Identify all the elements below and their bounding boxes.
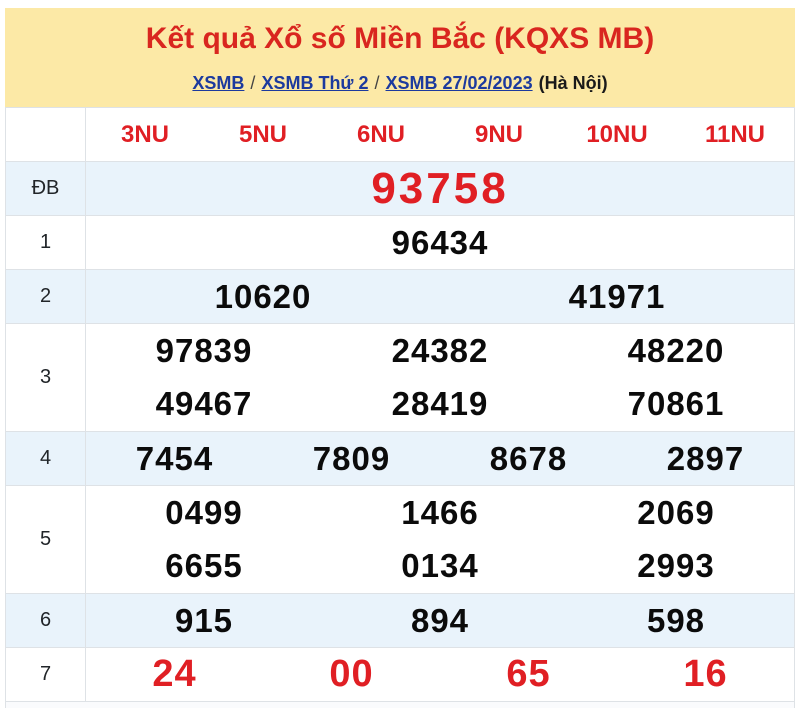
prize-number: 7454	[135, 439, 214, 477]
prize-row-5: 5 0499 1466 2069 6655 0134 2993	[6, 486, 794, 594]
prize-number: 894	[410, 601, 470, 639]
value-line: 96434	[86, 216, 794, 269]
value-line: 915 894 598	[86, 594, 794, 647]
prize-number: 97839	[155, 331, 253, 369]
prize-number: 915	[174, 601, 234, 639]
prize-number: 96434	[391, 223, 489, 261]
prize-number: 10620	[214, 277, 312, 315]
breadcrumb: XSMB / XSMB Thứ 2/XSMB 27/02/2023 (Hà Nội)	[5, 71, 795, 95]
prize-row-đb: ĐB 93758	[6, 162, 794, 216]
value-line: 7454 7809 8678 2897	[86, 432, 794, 485]
prize-row-values: 96434	[86, 216, 794, 269]
column-header-3nu: 3NU	[120, 120, 169, 148]
prize-row-values: 24 00 65 16	[86, 648, 794, 701]
page-title: Kết quả Xổ số Miền Bắc (KQXS MB)	[145, 22, 655, 55]
column-header-11nu: 11NU	[704, 120, 766, 148]
prize-number: 0134	[401, 547, 479, 585]
prize-number: 41971	[568, 277, 666, 315]
prize-number: 24	[152, 653, 197, 695]
prize-number: 7809	[312, 439, 391, 477]
prize-number: 16	[683, 653, 728, 695]
lottery-results-table: 3NU 5NU 6NU 9NU 10NU 11NU ĐB 93758 1 96434 2 10620 4…	[5, 107, 795, 708]
prize-number: 49467	[155, 385, 253, 423]
prize-row-label: 7	[6, 648, 86, 701]
prize-number: 2897	[666, 439, 745, 477]
result-banner: Kết quả Xổ số Miền Bắc (KQXS MB) XSMB / XS…	[5, 8, 795, 107]
prize-row-label: 6	[6, 594, 86, 647]
value-line: 10620 41971	[86, 270, 794, 323]
value-line: 49467 28419 70861	[86, 378, 794, 432]
breadcrumb-location-text: (Hà Nội)	[538, 73, 608, 93]
prize-number: 598	[646, 601, 706, 639]
prize-row-label: 2	[6, 270, 86, 323]
prize-number: 2069	[637, 493, 715, 531]
prize-number: 93758	[371, 163, 509, 213]
prize-row-values: 10620 41971	[86, 270, 794, 323]
prize-number: 28419	[391, 385, 489, 423]
header-label-cell-empty	[6, 108, 86, 161]
breadcrumb-separator: /	[374, 73, 380, 93]
prize-number: 24382	[391, 331, 489, 369]
prize-row-label: ĐB	[6, 162, 86, 215]
prize-row-values: 93758	[86, 162, 794, 215]
prize-row-3: 3 97839 24382 48220 49467 28419 70861	[6, 324, 794, 432]
column-header-6nu: 6NU	[356, 120, 405, 148]
prize-number: 1466	[401, 493, 479, 531]
prize-row-7: 7 24 00 65 16	[6, 648, 794, 702]
prize-number: 2993	[637, 547, 715, 585]
breadcrumb-link-3[interactable]: XSMB 27/02/2023	[385, 73, 533, 93]
prize-row-6: 6 915 894 598	[6, 594, 794, 648]
prize-row-values: 97839 24382 48220 49467 28419 70861	[86, 324, 794, 431]
partial-next-row	[6, 702, 794, 708]
prize-row-values: 7454 7809 8678 2897	[86, 432, 794, 485]
value-line: 0499 1466 2069	[86, 486, 794, 540]
prize-number: 70861	[627, 385, 725, 423]
value-line: 6655 0134 2993	[86, 540, 794, 594]
prize-row-label: 4	[6, 432, 86, 485]
prize-number: 8678	[489, 439, 568, 477]
prize-number: 0499	[165, 493, 243, 531]
prize-number: 65	[506, 653, 551, 695]
prize-number: 00	[329, 653, 374, 695]
prize-row-2: 2 10620 41971	[6, 270, 794, 324]
breadcrumb-link-2[interactable]: XSMB Thứ 2	[261, 73, 369, 93]
value-line: 24 00 65 16	[86, 648, 794, 701]
column-header-10nu: 10NU	[586, 120, 648, 148]
prize-row-label: 1	[6, 216, 86, 269]
prize-row-1: 1 96434	[6, 216, 794, 270]
value-line: 97839 24382 48220	[86, 324, 794, 378]
header-columns: 3NU 5NU 6NU 9NU 10NU 11NU	[86, 108, 794, 161]
prize-number: 6655	[165, 547, 243, 585]
value-line: 93758	[86, 162, 794, 215]
prize-row-4: 4 7454 7809 8678 2897	[6, 432, 794, 486]
prize-row-label: 5	[6, 486, 86, 593]
breadcrumb-separator: /	[250, 73, 256, 93]
table-header-row: 3NU 5NU 6NU 9NU 10NU 11NU	[6, 108, 794, 162]
prize-number: 48220	[627, 331, 725, 369]
column-header-5nu: 5NU	[238, 120, 287, 148]
prize-row-values: 0499 1466 2069 6655 0134 2993	[86, 486, 794, 593]
prize-row-label: 3	[6, 324, 86, 431]
breadcrumb-link-1[interactable]: XSMB	[192, 73, 245, 93]
column-header-9nu: 9NU	[474, 120, 523, 148]
prize-row-values: 915 894 598	[86, 594, 794, 647]
